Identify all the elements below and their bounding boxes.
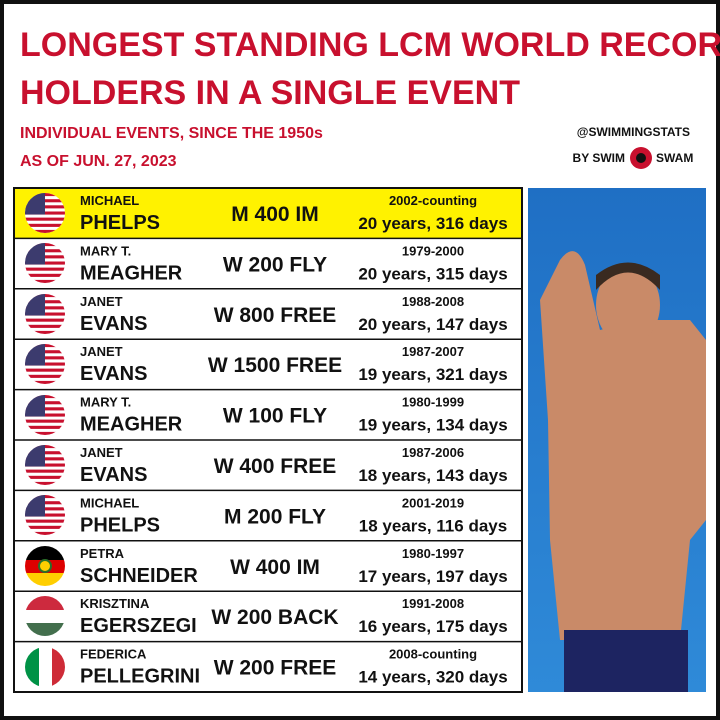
subtitle-line: INDIVIDUAL EVENTS, SINCE THE 1950s xyxy=(20,125,323,142)
event: W 200 BACK xyxy=(211,606,338,629)
event: W 1500 FREE xyxy=(208,354,342,377)
credit: SWAM xyxy=(656,151,693,165)
table-row: KRISZTINA EGERSZEGI W 200 BACK 1991-2008 16 … xyxy=(80,596,508,637)
first-name: MICHAEL xyxy=(80,193,139,208)
duration: 20 years, 315 days xyxy=(358,264,507,283)
credit: BY SWIM xyxy=(573,151,625,165)
years: 1979-2000 xyxy=(402,243,464,258)
event: W 400 IM xyxy=(230,556,320,579)
flag xyxy=(25,193,65,233)
first-name: JANET xyxy=(80,445,123,460)
table-row: MICHAEL PHELPS M 200 FLY 2001-2019 18 years,… xyxy=(80,495,507,536)
last-name: SCHNEIDER xyxy=(80,565,198,587)
duration: 20 years, 147 days xyxy=(358,315,507,334)
years: 1991-2008 xyxy=(402,596,464,611)
first-name: MARY T. xyxy=(80,243,131,258)
flag xyxy=(25,344,65,384)
highlight-row xyxy=(14,188,522,239)
flag xyxy=(25,546,65,586)
duration: 17 years, 197 days xyxy=(358,567,507,586)
table-row: JANET EVANS W 400 FREE 1987-2006 18 years, 1… xyxy=(80,445,508,486)
years: 1987-2006 xyxy=(402,445,464,460)
last-name: EVANS xyxy=(80,313,147,335)
event: W 200 FLY xyxy=(223,253,327,276)
duration: 20 years, 316 days xyxy=(358,214,507,233)
years: 2008-counting xyxy=(389,647,477,662)
duration: 19 years, 134 days xyxy=(358,416,507,435)
last-name: EVANS xyxy=(80,464,147,486)
flag xyxy=(25,395,65,435)
years: 2002-counting xyxy=(389,193,477,208)
flag xyxy=(25,596,65,636)
table-row: JANET EVANS W 800 FREE 1988-2008 20 years, 1… xyxy=(80,294,508,335)
years: 1980-1999 xyxy=(402,395,464,410)
event: M 400 IM xyxy=(231,203,319,226)
first-name: FEDERICA xyxy=(80,647,147,662)
last-name: MEAGHER xyxy=(80,414,183,436)
duration: 19 years, 321 days xyxy=(358,365,507,384)
first-name: MARY T. xyxy=(80,395,131,410)
credit: @SWIMMINGSTATS xyxy=(577,125,690,139)
years: 1987-2007 xyxy=(402,344,464,359)
years: 1988-2008 xyxy=(402,294,464,309)
title-line: LONGEST STANDING LCM WORLD RECORD xyxy=(20,26,720,64)
first-name: JANET xyxy=(80,344,123,359)
years: 1980-1997 xyxy=(402,546,464,561)
table-row: MARY T. MEAGHER W 200 FLY 1979-2000 20 years… xyxy=(80,243,508,284)
subtitle-line: AS OF JUN. 27, 2023 xyxy=(20,153,177,170)
event: M 200 FLY xyxy=(224,505,326,528)
duration: 18 years, 143 days xyxy=(358,466,507,485)
first-name: MICHAEL xyxy=(80,495,139,510)
last-name: PHELPS xyxy=(80,212,160,234)
event: W 200 FREE xyxy=(214,657,337,680)
first-name: KRISZTINA xyxy=(80,596,150,611)
flag xyxy=(25,495,65,535)
last-name: PHELPS xyxy=(80,514,160,536)
duration: 14 years, 320 days xyxy=(358,668,507,687)
title-line: HOLDERS IN A SINGLE EVENT xyxy=(20,74,520,112)
first-name: PETRA xyxy=(80,546,125,561)
years: 2001-2019 xyxy=(402,495,464,510)
event: W 100 FLY xyxy=(223,405,327,428)
flag xyxy=(25,445,65,485)
event: W 400 FREE xyxy=(214,455,337,478)
flag xyxy=(25,243,65,283)
table-border xyxy=(13,187,523,693)
last-name: EGERSZEGI xyxy=(80,615,197,637)
table-row: PETRA SCHNEIDER W 400 IM 1980-1997 17 years,… xyxy=(80,546,508,587)
flag xyxy=(25,647,65,687)
duration: 16 years, 175 days xyxy=(358,617,507,636)
table-row: JANET EVANS W 1500 FREE 1987-2007 19 years, … xyxy=(80,344,508,385)
last-name: MEAGHER xyxy=(80,262,183,284)
last-name: EVANS xyxy=(80,363,147,385)
event: W 800 FREE xyxy=(214,304,337,327)
table-row: FEDERICA PELLEGRINI W 200 FREE 2008-countin… xyxy=(80,647,508,688)
table: MICHAEL PHELPS M 400 IM 2002-counting 20 yea… xyxy=(13,187,523,693)
first-name: JANET xyxy=(80,294,123,309)
logo xyxy=(636,153,646,163)
table-row: MARY T. MEAGHER W 100 FLY 1980-1999 19 years… xyxy=(80,395,508,436)
duration: 18 years, 116 days xyxy=(359,516,507,535)
table-row: MICHAEL PHELPS M 400 IM 2002-counting 20 yea… xyxy=(80,193,508,234)
last-name: PELLEGRINI xyxy=(80,666,200,688)
flag xyxy=(25,294,65,334)
photo xyxy=(528,188,706,692)
